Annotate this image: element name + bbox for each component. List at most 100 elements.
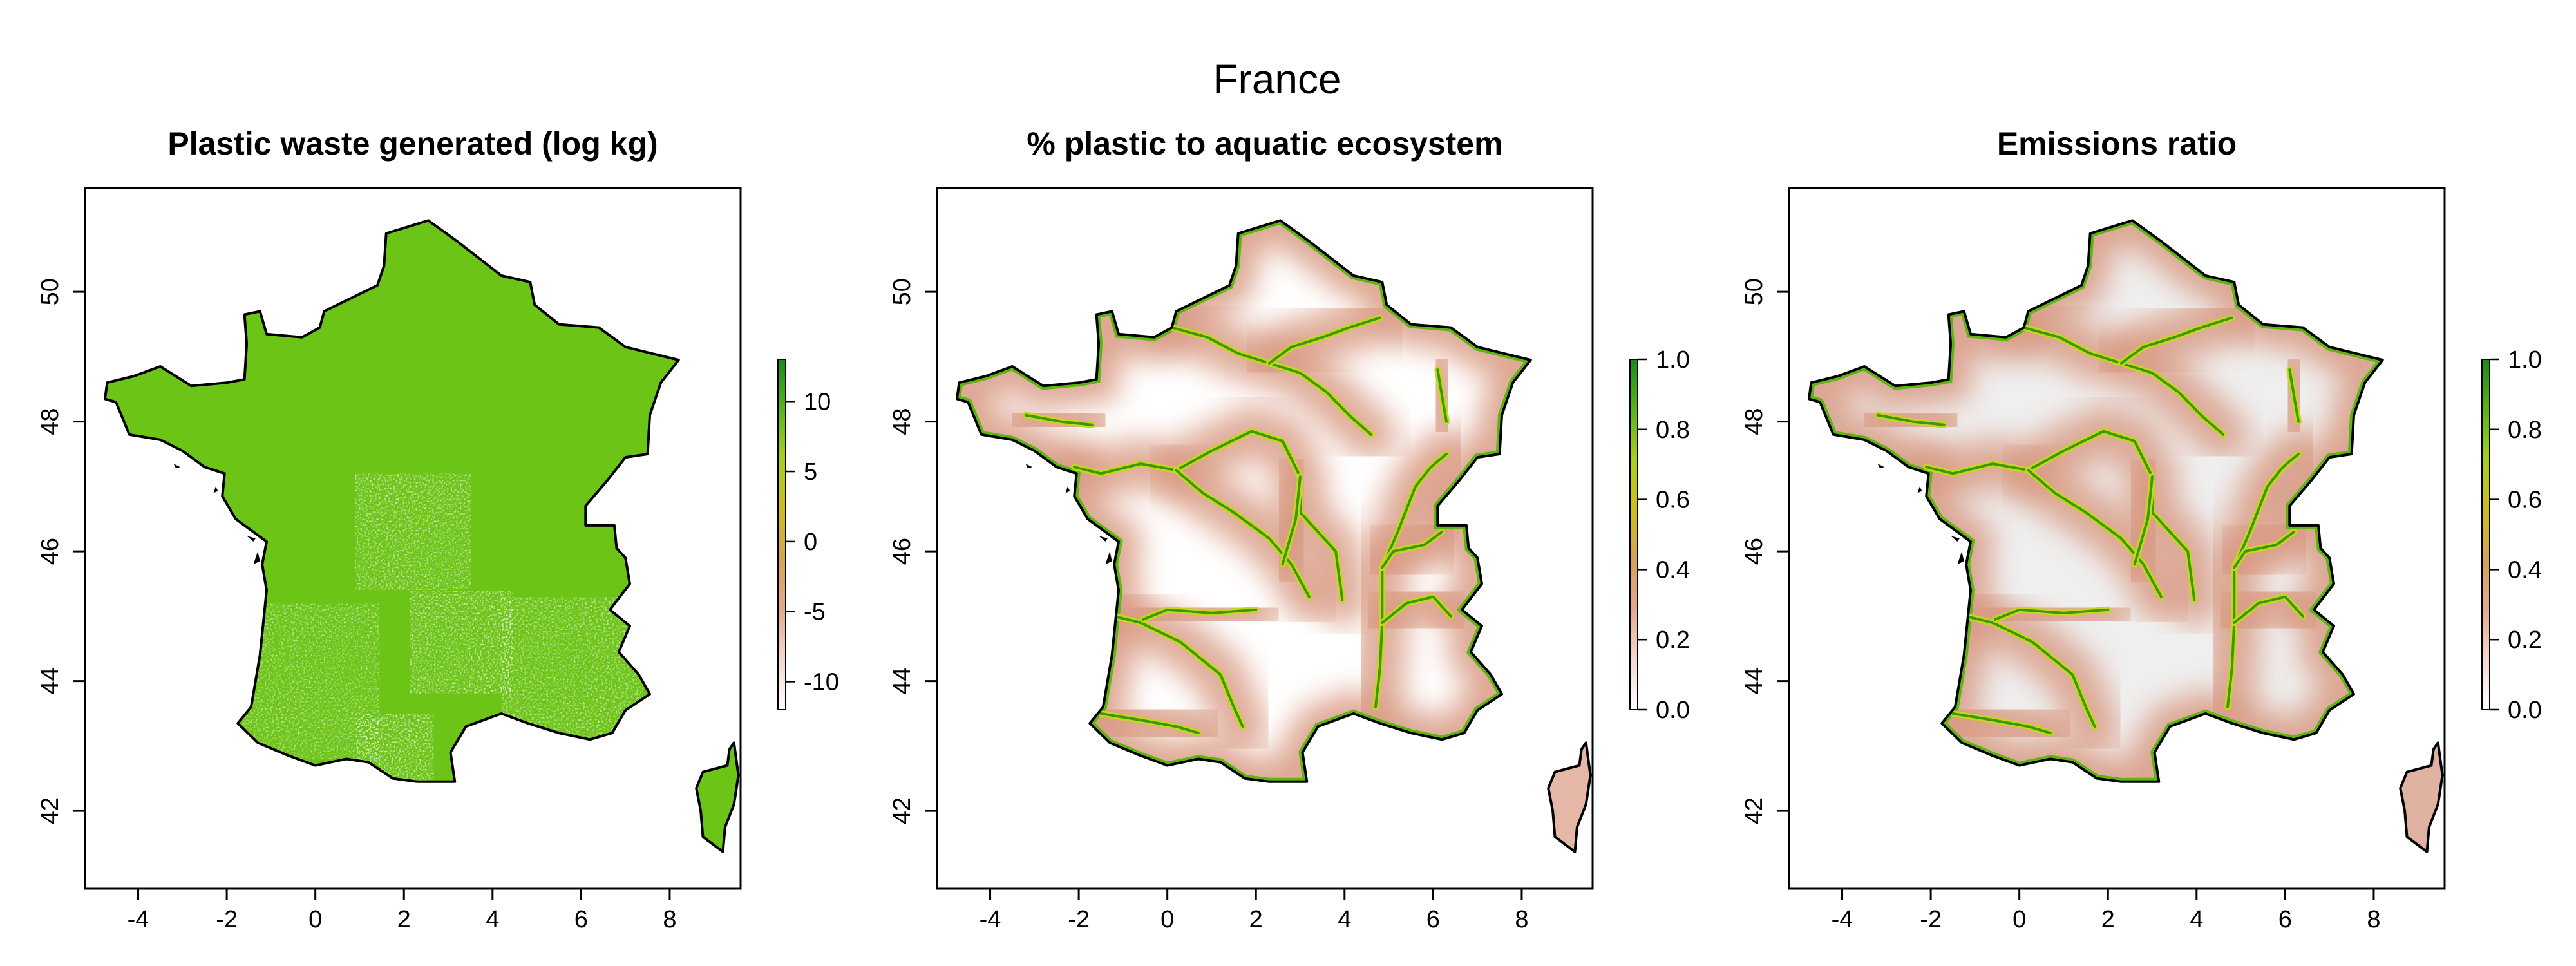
map-layer [956, 219, 1592, 853]
legend-colorbar [2481, 359, 2490, 710]
river-line [2133, 475, 2154, 566]
legend-tick-label: 0 [804, 529, 817, 556]
river-line [2027, 469, 2163, 598]
x-tick-label: 6 [2278, 906, 2292, 933]
y-tick-label: 44 [889, 667, 916, 694]
x-tick-label: 4 [486, 906, 499, 933]
y-tick-label: 42 [889, 797, 916, 824]
island-shape [1951, 536, 1960, 542]
x-tick-label: 8 [1515, 906, 1528, 933]
river-line [2288, 368, 2300, 423]
river-line [1141, 608, 1258, 621]
island-shape [173, 464, 180, 469]
river-line [1374, 453, 1448, 708]
plot-frame [84, 187, 742, 890]
france-outline [104, 219, 680, 783]
legend-tick-label: 5 [804, 459, 817, 486]
x-tick-label: -2 [1920, 906, 1942, 933]
legend-tick-label: 0.4 [2508, 556, 2542, 583]
river-line [1099, 712, 1200, 735]
color-legend: 1.0 0.8 0.6 0.4 0.2 0.0 [2481, 346, 2542, 724]
x-tick-label: 2 [2101, 906, 2115, 933]
river-line [2233, 595, 2304, 624]
x-tick-label: -4 [1832, 906, 1853, 933]
legend-tick-label: 0.8 [1656, 417, 1690, 444]
river-line [1993, 608, 2110, 621]
corsica-fill [696, 743, 739, 852]
x-tick-label: -2 [216, 906, 238, 933]
x-tick-label: 0 [308, 906, 322, 933]
legend-tick-label: -10 [804, 668, 839, 696]
y-tick-label: 50 [37, 278, 64, 305]
legend-tick-label: 10 [804, 388, 831, 415]
legend-tick-label: 0.6 [2508, 487, 2542, 514]
legend-tick-label: 1.0 [1656, 346, 1690, 374]
x-tick-label: 2 [1249, 906, 1263, 933]
island-shape [1105, 551, 1112, 565]
color-legend: 1.0 0.8 0.6 0.4 0.2 0.0 [1629, 346, 1690, 724]
island-shape [1957, 551, 1964, 565]
corsica-outline [2399, 741, 2444, 853]
panel-plastic-waste: Plastic waste generated (log kg) -4 -2 0 2 4… [37, 126, 839, 933]
island-shape [247, 536, 256, 542]
y-tick-label: 42 [1741, 797, 1768, 824]
legend-colorbar [1629, 359, 1638, 710]
river-line [1436, 368, 1448, 423]
legend-tick-label: -5 [804, 599, 826, 626]
island-shape [1877, 464, 1884, 469]
y-tick-label: 48 [889, 408, 916, 435]
island-shape [213, 486, 218, 493]
france-outline [1808, 219, 2384, 783]
river-line [1175, 469, 1311, 598]
river-line [1267, 316, 1381, 365]
y-axis: 42 44 46 48 50 [37, 278, 85, 824]
legend-tick-label: 0.2 [2508, 627, 2542, 654]
x-tick-label: 0 [1160, 906, 1174, 933]
river-line [1381, 530, 1444, 569]
x-tick-label: 4 [1338, 906, 1351, 933]
legend-tick-label: 0.0 [1656, 697, 1690, 724]
france-outline [956, 219, 1532, 783]
river-line [2226, 453, 2300, 708]
y-tick-label: 46 [889, 538, 916, 565]
panel-title: % plastic to aquatic ecosystem [1027, 126, 1502, 162]
legend-tick-label: 0.8 [2508, 417, 2542, 444]
x-axis: -4 -2 0 2 4 6 8 [980, 889, 1529, 933]
river-line [1281, 475, 1302, 566]
river-line [2233, 530, 2296, 569]
river-line [1113, 614, 1244, 728]
legend-tick-label: 1.0 [2508, 346, 2542, 374]
corsica-halo [2400, 743, 2443, 852]
legend-colorbar [777, 359, 786, 710]
island-shape [1065, 486, 1070, 493]
island-shape [1099, 536, 1108, 542]
river-line [1951, 712, 2052, 735]
y-tick-label: 50 [889, 278, 916, 305]
speckle-patch [410, 591, 513, 694]
x-tick-label: 0 [2012, 906, 2026, 933]
river-line [1073, 430, 1344, 601]
panel-title: Emissions ratio [1997, 126, 2237, 162]
x-tick-label: 6 [574, 906, 588, 933]
y-tick-label: 44 [37, 667, 64, 694]
y-axis: 42 44 46 48 50 [889, 278, 937, 824]
x-tick-label: 8 [2367, 906, 2380, 933]
x-axis: -4 -2 0 2 4 6 8 [1832, 889, 2381, 933]
panel-aquatic-ecosystem: % plastic to aquatic ecosystem -4 -2 0 2 4 6 8… [889, 126, 1690, 933]
river-line [1170, 326, 1373, 436]
x-tick-label: 2 [397, 906, 411, 933]
corsica-outline [1547, 741, 1592, 853]
y-tick-label: 46 [37, 538, 64, 565]
legend-tick-label: 0.0 [2508, 697, 2542, 724]
y-tick-label: 48 [1741, 408, 1768, 435]
corsica-outline [695, 741, 740, 853]
y-tick-label: 48 [37, 408, 64, 435]
river-line [1024, 413, 1094, 426]
x-tick-label: 4 [2190, 906, 2203, 933]
panel-title: Plastic waste generated (log kg) [167, 126, 658, 162]
x-tick-label: 8 [663, 906, 676, 933]
x-tick-label: -4 [128, 906, 149, 933]
speckle-patch [501, 597, 643, 739]
